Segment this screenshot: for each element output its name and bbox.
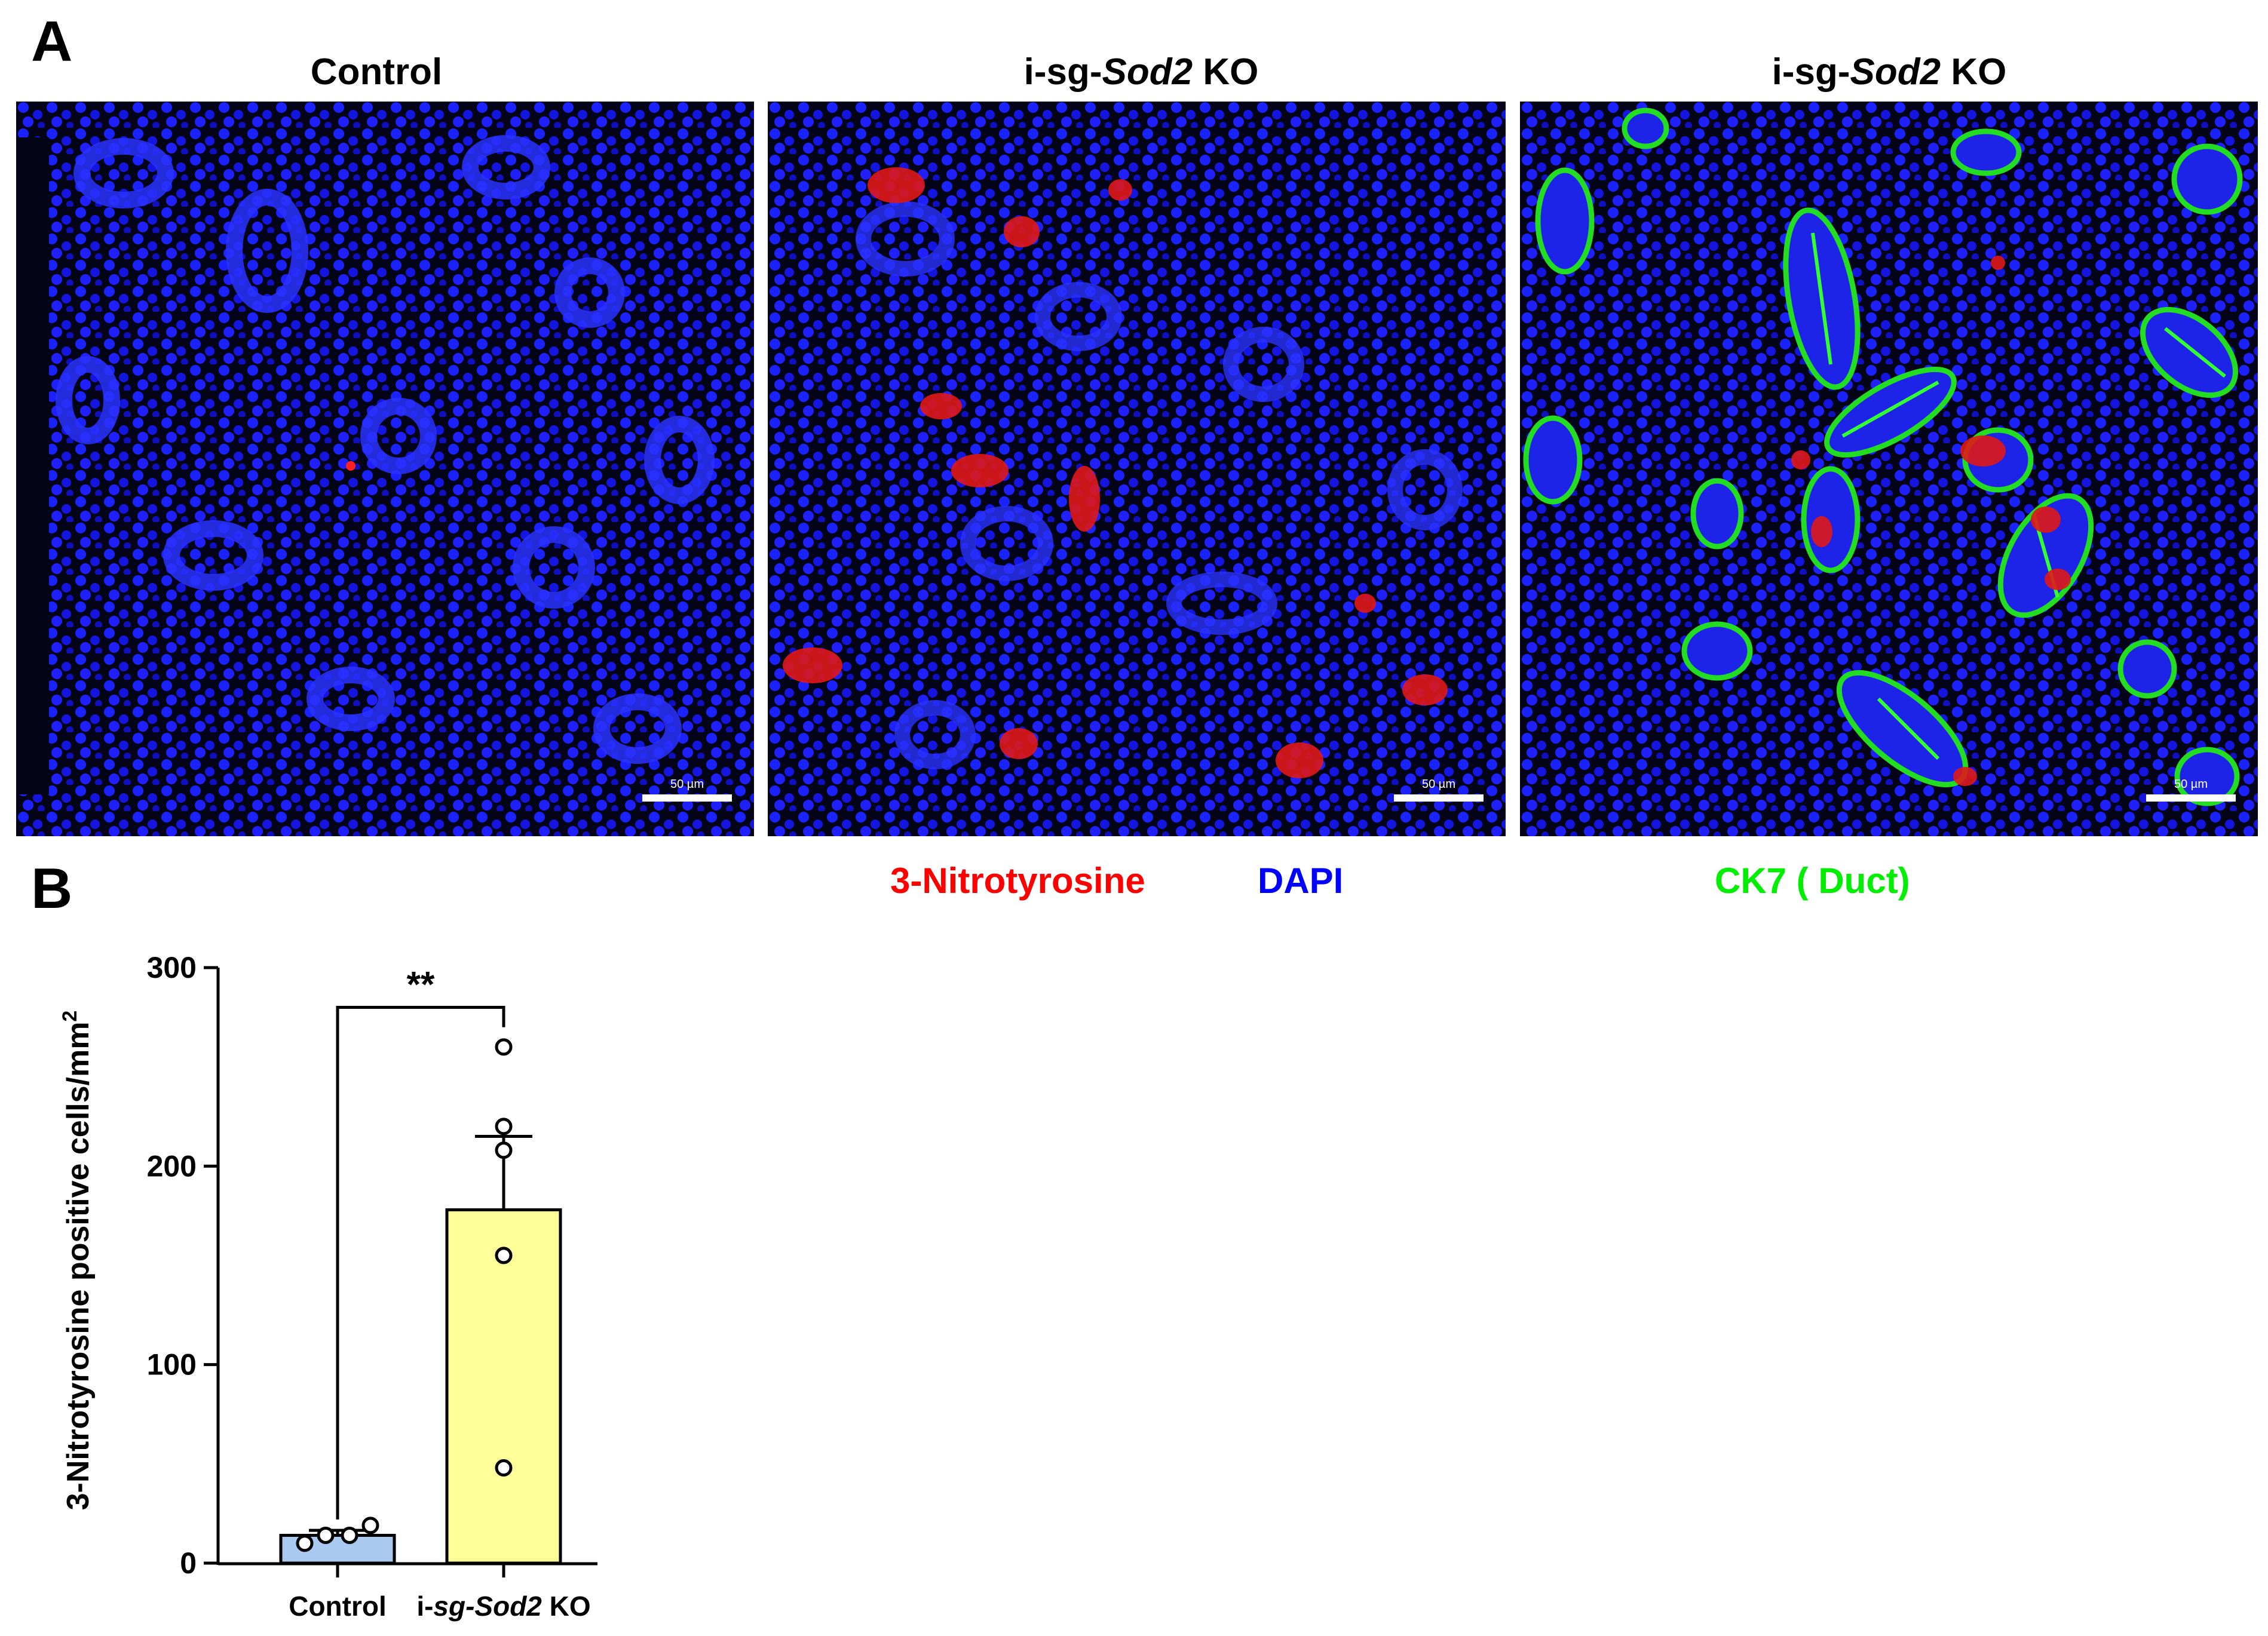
scale-bar-label: 50 µm — [2174, 778, 2208, 791]
data-point — [495, 1459, 513, 1477]
y-tick-label: 0 — [180, 1546, 197, 1580]
x-tick-label: i-sg-Sod2 KO — [416, 1591, 590, 1622]
panel-a-letter: A — [31, 10, 73, 73]
micrograph-ko-nitrotyrosine-image — [768, 102, 1506, 836]
bar-chart: 0 100 200 300 Control i-sg-Sod2 KO ** 3-Nitrot… — [59, 951, 597, 1622]
micrograph-control-image — [16, 102, 754, 836]
data-point — [495, 1038, 513, 1056]
data-point — [495, 1247, 513, 1264]
data-point — [341, 1526, 358, 1544]
y-tick-label: 200 — [147, 1149, 197, 1183]
micrograph-ko-nitrotyrosine: 50 µm — [768, 102, 1506, 836]
legend-ck7: CK7 ( Duct) — [1715, 861, 1910, 901]
y-tick-label: 300 — [147, 951, 197, 984]
data-point — [296, 1534, 314, 1552]
x-tick-label: Control — [289, 1591, 387, 1622]
micrograph-control: 50 µm — [16, 102, 754, 836]
data-point — [361, 1517, 379, 1534]
column-title-ko-1: i-sg-Sod2 KO — [1023, 51, 1259, 93]
significance-label: ** — [407, 964, 435, 1004]
column-title-control: Control — [310, 51, 443, 93]
scale-bar — [2146, 794, 2236, 802]
scale-bar-label: 50 µm — [1422, 778, 1455, 791]
data-point — [495, 1141, 513, 1159]
legend-nitrotyrosine: 3-Nitrotyrosine — [890, 861, 1145, 901]
legend-dapi: DAPI — [1258, 861, 1344, 901]
significance-bracket — [336, 1005, 505, 1520]
bar — [445, 1208, 562, 1565]
y-axis-label: 3-Nitrotyrosine positive cells/mm2 — [59, 1011, 96, 1511]
data-point — [495, 1118, 513, 1135]
scale-bar — [642, 794, 732, 802]
column-title-ko-2: i-sg-Sod2 KO — [1772, 51, 2007, 93]
y-tick-label: 100 — [147, 1348, 197, 1382]
micrograph-ko-ck7: 50 µm — [1520, 102, 2258, 836]
panel-b-letter: B — [31, 857, 73, 920]
scale-bar-label: 50 µm — [670, 778, 704, 791]
data-point — [317, 1526, 335, 1544]
scale-bar — [1394, 794, 1484, 802]
micrograph-ko-ck7-image — [1520, 102, 2258, 836]
